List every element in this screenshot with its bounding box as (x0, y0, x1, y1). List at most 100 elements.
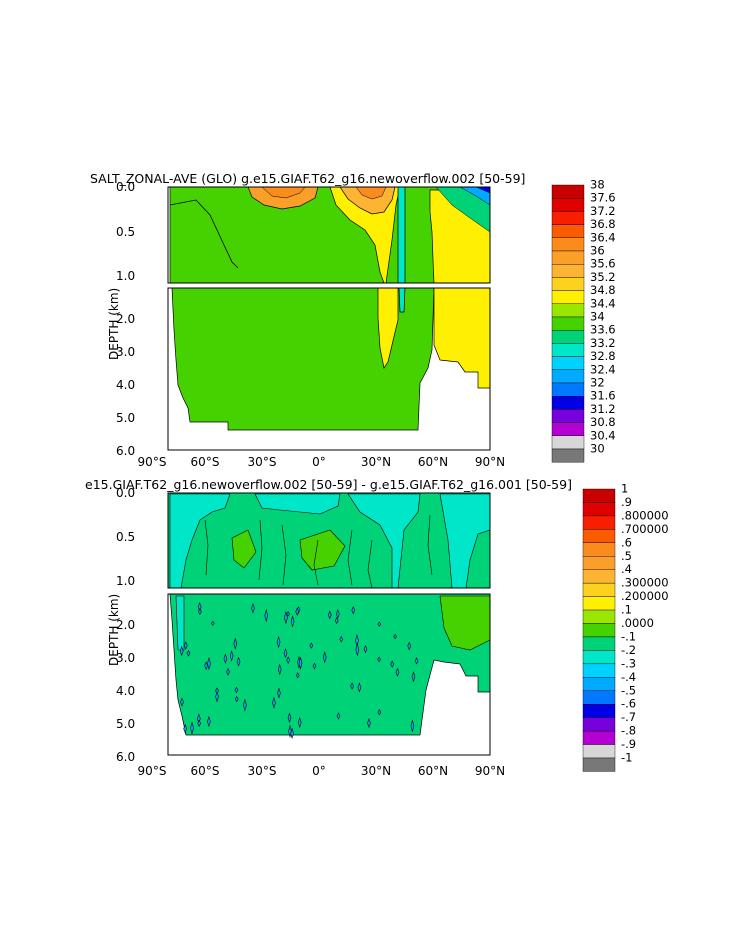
cyan-patch (254, 493, 341, 515)
colorbar-swatch (551, 343, 585, 357)
colorbar-swatch (551, 277, 585, 291)
cyan-strip-upper (397, 186, 406, 284)
colorbar-swatch (582, 757, 616, 772)
y-tick-label: 3.0 (116, 345, 135, 359)
colorbar-swatch (582, 582, 616, 597)
salinity-panel: SALT_ZONAL-AVE (GLO) g.e15.GIAF.T62_g16.… (90, 171, 616, 469)
x-axis: 90°S 60°S 30°S 0° 30°N 60°N 90°N (138, 455, 506, 469)
colorbar-swatch (551, 435, 585, 450)
y-tick-label: 0.0 (116, 486, 135, 500)
colorbar-label: -1 (621, 751, 632, 765)
y-tick-label: 3.0 (116, 651, 135, 665)
contour-speckle (198, 608, 202, 616)
colorbar-label: 38 (590, 178, 605, 192)
contour-speckle (223, 653, 228, 664)
colorbar-label: -.8 (621, 724, 636, 738)
colorbar-label: 1 (621, 482, 628, 496)
x-tick-label: 30°S (248, 764, 277, 778)
y-tick-label: 6.0 (116, 444, 135, 458)
yellow-field-central (240, 186, 401, 284)
contour-speckle (390, 660, 395, 668)
colorbar-label: 30.4 (590, 428, 616, 442)
y-tick-label: 2.0 (116, 312, 135, 326)
colorbar-label: -.5 (621, 683, 636, 697)
colorbar-label: .800000 (621, 508, 669, 522)
colorbar-label: 35.6 (590, 257, 616, 271)
colorbar-swatch (582, 623, 616, 638)
colorbar-swatch (582, 636, 616, 651)
colorbar-swatch (551, 330, 585, 344)
contour-speckle (210, 620, 215, 626)
colorbar-label: 34.4 (590, 296, 616, 310)
y-tick-label: 0.5 (116, 530, 135, 544)
colorbar-swatch (582, 556, 616, 570)
x-tick-label: 60°N (418, 455, 448, 469)
contour-speckle (395, 667, 400, 677)
cyan-patch (175, 595, 185, 651)
colorbar-label: 34.8 (590, 283, 616, 297)
contour-speckle (393, 633, 397, 640)
colorbar-swatch (551, 211, 585, 225)
contour-speckle (236, 656, 241, 667)
contour-speckle (309, 642, 314, 649)
colorbar-label: .700000 (621, 522, 669, 536)
contour-speckle (298, 656, 303, 670)
contour-speckle (207, 715, 211, 728)
colorbar-label: 37.2 (590, 204, 616, 218)
lower-frame (167, 593, 491, 756)
y-axis: 0.0 0.5 1.0 2.0 3.0 4.0 5.0 6.0 DEPTH (k… (107, 486, 135, 764)
contour-speckle (334, 617, 339, 625)
contour-speckle (277, 687, 281, 699)
upper-frame (167, 186, 491, 284)
colorbar-label: -.7 (621, 710, 636, 724)
contour-speckle (183, 723, 187, 734)
light-green-patch (231, 529, 257, 569)
contour-speckle (377, 709, 382, 716)
contour-speckle (204, 661, 208, 671)
colorbar-label: .300000 (621, 576, 669, 590)
x-tick-label: 0° (312, 455, 326, 469)
contour-speckle (339, 635, 344, 643)
contour-speckle (264, 608, 269, 623)
y-axis-label: DEPTH (km) (107, 288, 121, 360)
x-tick-label: 90°S (138, 764, 167, 778)
x-tick-label: 60°N (418, 764, 448, 778)
colorbar-label: 35.2 (590, 270, 616, 284)
x-axis: 90°S 60°S 30°S 0° 30°N 60°N 90°N (138, 764, 506, 778)
contour-speckle (180, 697, 184, 707)
colorbar-swatch (582, 730, 616, 745)
upper-frame (167, 492, 491, 589)
colorbar-swatch (582, 704, 616, 718)
colorbar-label: -.9 (621, 737, 636, 751)
contour-speckle (357, 682, 362, 693)
colorbar-label: .200000 (621, 589, 669, 603)
contour-speckle (276, 635, 281, 649)
y-axis-label: DEPTH (km) (107, 594, 121, 666)
colorbar-label: .0000 (621, 616, 654, 630)
colorbar-swatch (551, 448, 585, 463)
contour-speckle (322, 651, 327, 664)
contour-speckle (233, 637, 238, 650)
colorbar-swatch (582, 529, 616, 543)
colorbar-swatch (551, 396, 585, 410)
colorbar-label: 36.4 (590, 230, 616, 244)
contour-speckle (414, 657, 419, 665)
contour-speckle (229, 650, 234, 662)
colorbar-swatch (582, 717, 616, 732)
colorbar-swatch (551, 250, 585, 265)
y-tick-label: 4.0 (116, 378, 135, 392)
contour-speckle (312, 662, 317, 670)
colorbar-label: 36 (590, 244, 605, 258)
colorbar-swatch (551, 409, 585, 423)
contour-speckle (295, 607, 300, 616)
y-tick-label: 4.0 (116, 684, 135, 698)
difference-colorbar: 1.9.800000.700000.6.5.4.300000.200000.1.… (582, 482, 669, 772)
y-tick-label: 5.0 (116, 411, 135, 425)
green-field-lower (169, 593, 491, 736)
colorbar-label: .4 (621, 562, 632, 576)
upper-depth-section (167, 492, 491, 589)
contour-speckle (367, 718, 371, 729)
contour-speckle (286, 656, 291, 664)
colorbar-label: 32 (590, 376, 605, 390)
